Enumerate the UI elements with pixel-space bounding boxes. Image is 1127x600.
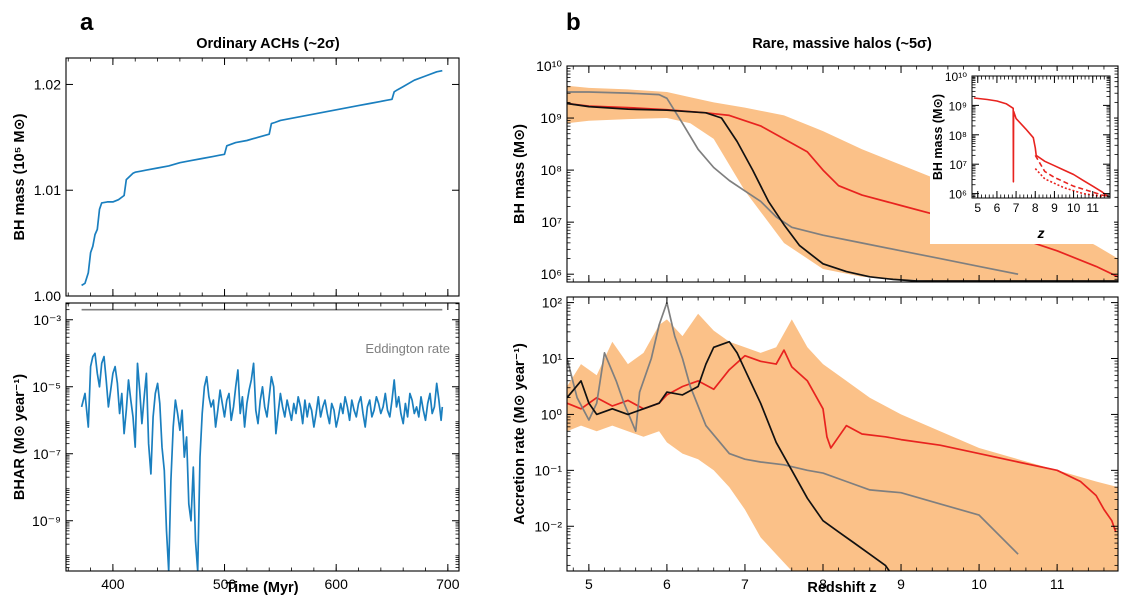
x-tick-label: 7: [1013, 201, 1020, 215]
inset-y-axis-label: BH mass (M⊙): [931, 94, 945, 180]
y-tick-label: 10⁻³: [33, 312, 61, 328]
x-tick-label: 9: [1051, 201, 1058, 215]
series-line-1: [567, 301, 1019, 555]
x-tick-label: 6: [994, 201, 1001, 215]
x-tick-label: 10: [971, 576, 987, 592]
y-tick-label: 10⁰: [541, 406, 563, 422]
x-tick-label: 5: [974, 201, 981, 215]
plot-frame: [566, 296, 1119, 572]
y-tick-label: 10¹⁰: [945, 70, 967, 84]
panel-b-title: Rare, massive halos (~5σ): [752, 36, 932, 52]
plot-frame: [971, 75, 1111, 199]
x-tick-label: 700: [436, 576, 460, 592]
x-axis-label: Time (Myr): [225, 580, 298, 596]
y-axis-label: BHAR (M⊙ year⁻¹): [12, 374, 28, 500]
x-tick-label: 10: [1067, 201, 1081, 215]
y-tick-label: 10⁻⁷: [33, 446, 61, 462]
series-line-0: [973, 97, 1109, 198]
x-tick-label: 500: [213, 576, 237, 592]
x-tick-label: 8: [819, 576, 827, 592]
y-tick-label: 10⁸: [541, 162, 563, 178]
x-tick-label: 11: [1087, 201, 1100, 215]
y-tick-label: 1.02: [34, 76, 61, 92]
series-line-2: [567, 102, 1118, 282]
inset-x-axis-label: z: [1037, 225, 1045, 241]
y-tick-label: 1.00: [34, 288, 61, 304]
scatter-range-band: [567, 313, 1118, 571]
plot-frame: [65, 302, 460, 572]
y-axis-label: BH mass (10⁵ M⊙): [12, 113, 28, 240]
x-tick-label: 600: [325, 576, 349, 592]
y-tick-label: 10¹⁰: [536, 58, 562, 74]
y-tick-label: 10⁻¹: [534, 462, 562, 478]
x-tick-label: 400: [101, 576, 125, 592]
y-tick-label: 10⁷: [541, 214, 562, 230]
series-line-1: [1034, 154, 1109, 198]
chart-bhar-ordinary: 10⁻⁹ 10⁻⁷ 10⁻⁵ 10⁻³ 400 500 600 700 BHAR (M⊙ ye…: [12, 302, 460, 596]
x-axis-label: Redshift z: [807, 580, 876, 596]
y-tick-label: 10⁹: [949, 99, 968, 113]
panel-letter-a: a: [80, 9, 94, 36]
chart-bh-mass-ordinary: 1.00 1.01 1.02 BH mass (10⁵ M⊙): [12, 57, 460, 304]
chart-bh-mass-inset: 10⁶ 10⁷ 10⁸ 10⁹ 10¹⁰ 5 6 7 8 9 10 11 BH mass (M⊙) z: [930, 70, 1114, 244]
x-tick-label: 5: [585, 576, 593, 592]
y-tick-label: 10²: [542, 295, 563, 311]
series-line-1: [80, 352, 444, 571]
eddington-rate-annotation: Eddington rate: [365, 341, 450, 356]
y-tick-label: 10⁹: [540, 110, 562, 126]
inset-background: [930, 71, 1114, 244]
y-axis-label: BH mass (M⊙): [512, 124, 528, 224]
x-tick-label: 8: [1032, 201, 1039, 215]
y-tick-label: 10⁻²: [534, 518, 562, 534]
plot-frame: [65, 57, 460, 297]
series-line-2: [1034, 168, 1103, 198]
x-tick-label: 7: [741, 576, 749, 592]
series-line-2: [567, 340, 890, 571]
panel-a-title: Ordinary ACHs (~2σ): [196, 36, 340, 52]
y-tick-label: 10¹: [542, 351, 563, 367]
chart-accretion-rate-rare: 10⁻² 10⁻¹ 10⁰ 10¹ 10² 5 6 7 8 9 10 11 Accretion rat…: [512, 295, 1119, 596]
x-tick-label: 6: [663, 576, 671, 592]
y-tick-label: 10⁷: [949, 158, 967, 172]
series-line-1: [567, 91, 1019, 276]
y-tick-label: 10⁶: [541, 266, 562, 282]
y-tick-label: 10⁸: [949, 129, 967, 143]
y-axis-label: Accretion rate (M⊙ year⁻¹): [512, 343, 528, 525]
y-tick-label: 10⁶: [949, 188, 967, 202]
y-tick-label: 10⁻⁹: [32, 513, 61, 529]
y-tick-label: 1.01: [34, 182, 61, 198]
x-tick-label: 11: [1050, 576, 1065, 592]
y-tick-label: 10⁻⁵: [32, 379, 61, 395]
plot-frame: [566, 65, 1119, 283]
x-tick-label: 9: [897, 576, 905, 592]
series-line-0: [81, 69, 443, 287]
panel-letter-b: b: [566, 9, 581, 36]
